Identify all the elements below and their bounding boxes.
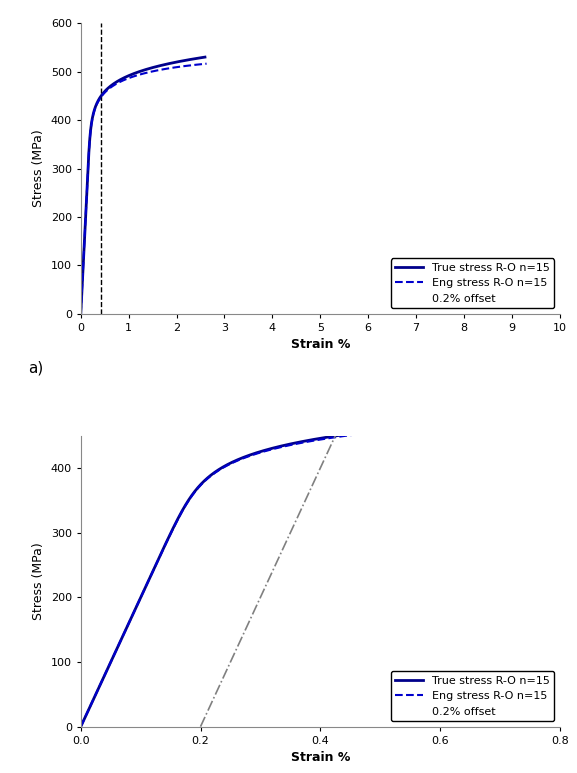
True stress R-O n=15	[85, 155, 92, 165]
True stress R-O n=15	[134, 598, 141, 608]
True stress R-O n=15	[79, 718, 86, 727]
True stress R-O n=15	[82, 211, 89, 220]
Eng stress R-O n=15	[96, 681, 103, 690]
Line: Eng stress R-O n=15: Eng stress R-O n=15	[81, 63, 207, 314]
True stress R-O n=15	[559, 410, 566, 420]
0.2% offset	[429, 222, 436, 231]
Eng stress R-O n=15	[203, 59, 210, 68]
True stress R-O n=15	[93, 98, 100, 107]
True stress R-O n=15	[77, 309, 84, 318]
Y-axis label: Stress (MPa): Stress (MPa)	[32, 543, 45, 620]
Legend: True stress R-O n=15, Eng stress R-O n=15, 0.2% offset: True stress R-O n=15, Eng stress R-O n=1…	[391, 671, 554, 721]
True stress R-O n=15	[301, 437, 308, 446]
True stress R-O n=15	[77, 722, 84, 731]
True stress R-O n=15	[114, 643, 121, 652]
Line: True stress R-O n=15: True stress R-O n=15	[81, 415, 563, 727]
True stress R-O n=15	[148, 568, 155, 577]
True stress R-O n=15	[164, 534, 171, 543]
Eng stress R-O n=15	[93, 99, 100, 108]
Eng stress R-O n=15	[185, 496, 192, 506]
Legend: True stress R-O n=15, Eng stress R-O n=15, 0.2% offset: True stress R-O n=15, Eng stress R-O n=1…	[391, 258, 554, 308]
0.2% offset	[435, 208, 442, 217]
0.2% offset	[428, 225, 434, 234]
Eng stress R-O n=15	[77, 722, 84, 731]
True stress R-O n=15	[86, 142, 93, 152]
Eng stress R-O n=15	[80, 263, 87, 272]
Y-axis label: Stress (MPa): Stress (MPa)	[32, 130, 45, 207]
X-axis label: Strain %: Strain %	[291, 339, 350, 352]
Eng stress R-O n=15	[85, 155, 92, 165]
Line: 0.2% offset: 0.2% offset	[201, 0, 577, 727]
Eng stress R-O n=15	[80, 717, 87, 726]
Text: a): a)	[28, 360, 43, 376]
True stress R-O n=15	[201, 53, 208, 62]
Eng stress R-O n=15	[150, 566, 157, 575]
Eng stress R-O n=15	[77, 309, 84, 318]
Line: True stress R-O n=15: True stress R-O n=15	[81, 57, 205, 314]
X-axis label: Strain %: Strain %	[291, 751, 350, 764]
Eng stress R-O n=15	[559, 413, 565, 422]
0.2% offset	[525, 14, 532, 23]
True stress R-O n=15	[88, 117, 95, 127]
Eng stress R-O n=15	[82, 211, 89, 220]
Eng stress R-O n=15	[86, 142, 93, 152]
0.2% offset	[197, 722, 204, 731]
Eng stress R-O n=15	[134, 599, 141, 608]
Eng stress R-O n=15	[88, 118, 95, 128]
Eng stress R-O n=15	[83, 710, 90, 719]
Line: Eng stress R-O n=15: Eng stress R-O n=15	[81, 417, 562, 727]
0.2% offset	[198, 719, 205, 728]
True stress R-O n=15	[80, 263, 87, 272]
